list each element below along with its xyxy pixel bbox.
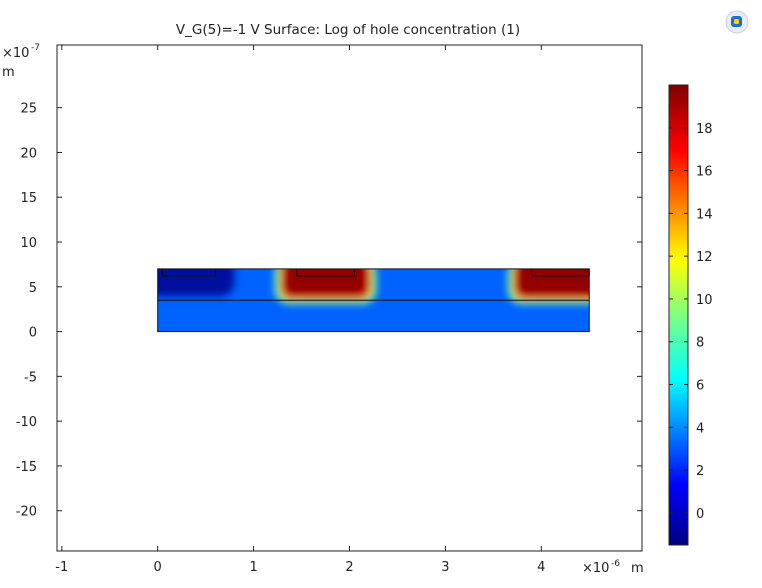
- y-axis-exponent: -7: [31, 43, 40, 53]
- colorbar-tick-label: 16: [696, 165, 713, 180]
- x-axis-exponent: -6: [611, 559, 620, 569]
- y-tick-label: -15: [16, 460, 37, 475]
- x-tick-label: 3: [441, 560, 449, 575]
- colorbar-tick-label: 6: [696, 379, 704, 394]
- x-tick-label: -1: [55, 560, 68, 575]
- y-tick-label: -20: [16, 505, 37, 520]
- comsol-logo-icon: [725, 10, 749, 34]
- colorbar-tick-label: 4: [696, 421, 704, 436]
- x-tick-label: 0: [154, 560, 162, 575]
- colorbar-tick-label: 0: [696, 507, 704, 522]
- x-axis-unit: m: [631, 561, 644, 576]
- x-tick-label: 1: [249, 560, 257, 575]
- colorbar-tick-label: 2: [696, 464, 704, 479]
- y-tick-label: 0: [29, 326, 37, 341]
- y-tick-label: -5: [24, 370, 37, 385]
- y-tick-label: 20: [20, 146, 37, 161]
- x-tick-label: 4: [537, 560, 545, 575]
- colorbar-tick-label: 18: [696, 122, 713, 137]
- contact-outline: [161, 268, 216, 277]
- y-tick-label: 10: [20, 236, 37, 251]
- colorbar-tick-label: 14: [696, 207, 713, 222]
- contact-outline: [296, 268, 355, 277]
- y-tick-label: 5: [29, 281, 37, 296]
- colorbar-tick-label: 10: [696, 293, 713, 308]
- y-axis-multiplier: ×10: [2, 46, 29, 61]
- y-tick-label: -10: [16, 415, 37, 430]
- colorbar: [668, 84, 689, 546]
- colorbar-tick-label: 8: [696, 336, 704, 351]
- colorbar-tick-label: 12: [696, 250, 713, 265]
- plot-title: V_G(5)=-1 V Surface: Log of hole concent…: [176, 22, 520, 38]
- x-tick-label: 2: [345, 560, 353, 575]
- y-tick-label: 15: [20, 191, 37, 206]
- y-tick-label: 25: [20, 102, 37, 117]
- x-axis-multiplier: ×10: [582, 561, 609, 576]
- y-axis-unit: m: [2, 65, 15, 80]
- contact-outline: [531, 268, 590, 277]
